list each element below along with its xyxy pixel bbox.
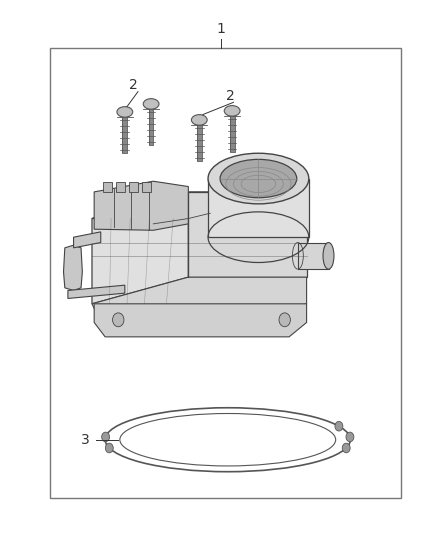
Bar [50,48,401,498]
Bar [123,117,127,153]
Circle shape [335,422,343,431]
Bar [230,116,234,152]
Polygon shape [68,285,125,298]
Circle shape [106,443,113,453]
Polygon shape [92,277,307,322]
Text: 3: 3 [81,433,90,447]
Ellipse shape [191,115,207,125]
Polygon shape [92,192,188,304]
Polygon shape [74,232,101,248]
Polygon shape [94,304,307,337]
Circle shape [279,313,290,327]
Text: 1: 1 [217,22,226,36]
Ellipse shape [117,107,133,117]
Ellipse shape [208,154,309,204]
Text: 2: 2 [226,89,234,103]
Ellipse shape [224,106,240,116]
Polygon shape [188,192,307,277]
Polygon shape [92,192,307,219]
Bar [129,182,138,192]
Circle shape [342,443,350,453]
Text: 2: 2 [129,78,138,92]
Polygon shape [94,181,188,230]
Bar [103,182,112,192]
Polygon shape [298,243,328,269]
Polygon shape [64,245,82,290]
Bar [208,179,309,237]
Ellipse shape [323,243,334,269]
Circle shape [346,432,354,442]
Ellipse shape [220,159,297,198]
Bar [149,109,153,145]
Circle shape [113,313,124,327]
Bar [142,182,151,192]
Ellipse shape [143,99,159,109]
Circle shape [102,432,110,442]
Bar [197,125,201,161]
Bar [116,182,125,192]
